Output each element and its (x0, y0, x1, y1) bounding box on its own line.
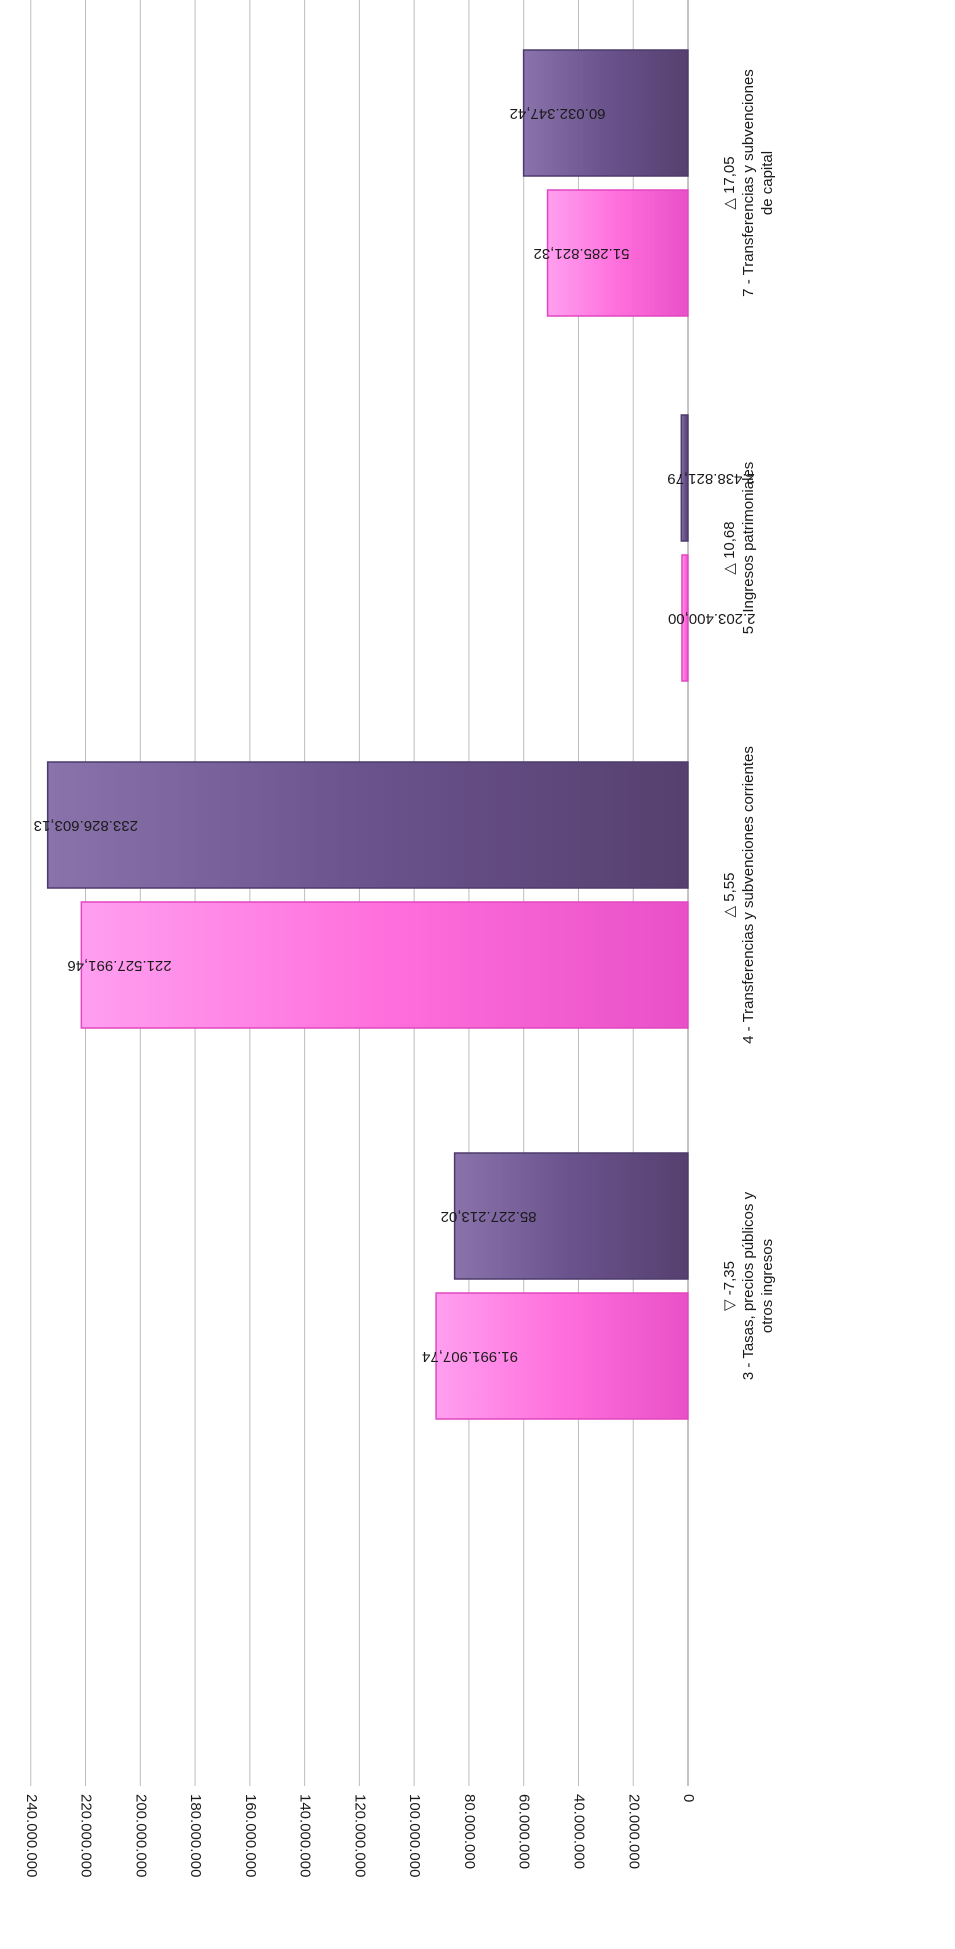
y-tick-label: 100.000.000 (406, 1794, 423, 1877)
category-group: △ 17,05 7 - Transferencias y subvenciones… (721, 69, 776, 297)
bar (680, 414, 689, 542)
y-tick-label: 0 (680, 1794, 697, 1802)
bar (546, 189, 689, 317)
y-tick-label: 120.000.000 (351, 1794, 368, 1877)
data-label: 91.991.907,74 (422, 1348, 518, 1365)
category-change-label: △ 10,68 (721, 521, 738, 574)
y-tick-label: 80.000.000 (461, 1794, 478, 1869)
bars (46, 49, 689, 1420)
bar (453, 1152, 689, 1280)
y-tick-label: 140.000.000 (297, 1794, 314, 1877)
category-change-label: ▽ -7,35 (721, 1261, 738, 1311)
y-tick-label: 200.000.000 (132, 1794, 149, 1877)
category-label: 4 - Transferencias y subvenciones corrie… (740, 746, 757, 1044)
data-label: 85.227.213,02 (441, 1208, 537, 1225)
y-tick-label: 160.000.000 (242, 1794, 259, 1877)
category-change-label: △ 5,55 (721, 873, 738, 918)
category-group: ▽ -7,35 3 - Tasas, precios públicos y otro… (721, 1191, 776, 1380)
bar (435, 1292, 689, 1420)
category-group: △ 10,68 5 - Ingresos patrimoniales (721, 462, 757, 635)
category-label: de capital (759, 151, 776, 215)
y-tick-label: 60.000.000 (516, 1794, 533, 1869)
y-tick-label: 40.000.000 (570, 1794, 587, 1869)
category-label: 7 - Transferencias y subvenciones (740, 69, 757, 297)
category-group: △ 5,55 4 - Transferencias y subvenciones … (721, 746, 757, 1044)
bar (681, 554, 689, 682)
data-label: 51.285.821,32 (534, 245, 630, 262)
data-label: 2.203.400,00 (668, 610, 756, 627)
y-tick-label: 20.000.000 (625, 1794, 642, 1869)
bar (80, 901, 689, 1029)
y-axis-ticks: 0 20.000.000 40.000.000 60.000.000 80.000.00… (23, 1794, 697, 1877)
bar (522, 49, 689, 177)
data-label: 60.032.347,42 (510, 105, 606, 122)
y-tick-label: 220.000.000 (78, 1794, 95, 1877)
data-label: 2.438.821,79 (667, 470, 755, 487)
category-label: otros ingresos (759, 1239, 776, 1333)
bar (46, 761, 689, 889)
category-change-label: △ 17,05 (721, 156, 738, 209)
data-label: 233.826.603,13 (34, 817, 138, 834)
y-tick-label: 240.000.000 (23, 1794, 40, 1877)
category-label: 3 - Tasas, precios públicos y (740, 1191, 757, 1380)
category-labels: ▽ -7,35 3 - Tasas, precios públicos y otro… (721, 69, 776, 1380)
y-tick-label: 180.000.000 (187, 1794, 204, 1877)
data-labels: 91.991.907,74 85.227.213,02 221.527.991,46… (34, 105, 756, 1365)
data-label: 221.527.991,46 (67, 957, 171, 974)
category-label: 5 - Ingresos patrimoniales (740, 462, 757, 635)
